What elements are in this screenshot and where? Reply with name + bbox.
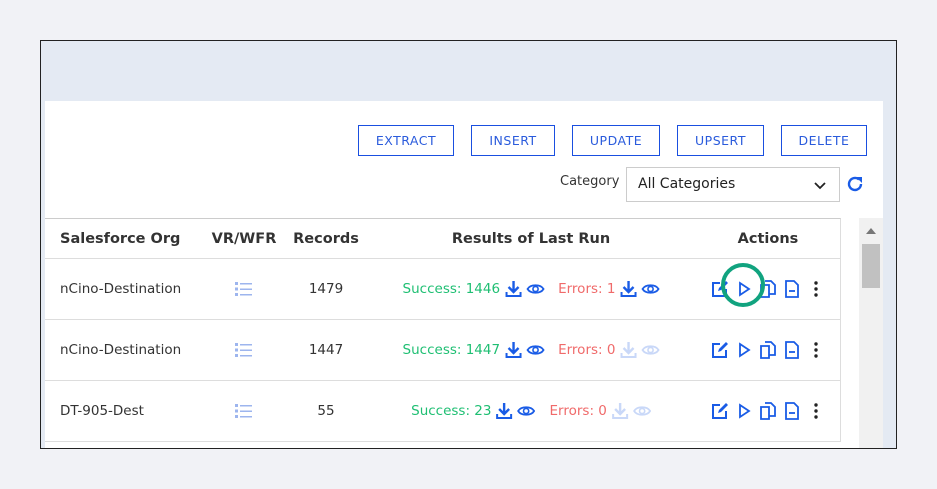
row-actions	[711, 341, 825, 359]
run-icon[interactable]	[735, 341, 753, 359]
download-errors-icon[interactable]	[619, 280, 637, 298]
extract-button[interactable]: EXTRACT	[358, 125, 454, 156]
org-name: nCino-Destination	[60, 281, 182, 297]
view-errors-icon[interactable]	[641, 280, 660, 298]
table-header: Salesforce Org VR/WFR Records Results of…	[45, 219, 840, 259]
success-count: Success: 23	[411, 403, 492, 419]
table-row: DT-905-Dest 55 Success: 23 Errors: 0	[45, 381, 840, 442]
category-label: Category	[560, 174, 620, 189]
records-count: 1479	[308, 281, 344, 297]
document-icon[interactable]	[783, 280, 801, 298]
more-icon[interactable]	[807, 402, 825, 420]
update-button[interactable]: UPDATE	[572, 125, 660, 156]
category-value: All Categories	[638, 176, 736, 192]
jobs-table: Salesforce Org VR/WFR Records Results of…	[45, 218, 841, 442]
download-errors-icon[interactable]	[619, 341, 637, 359]
insert-button[interactable]: INSERT	[471, 125, 555, 156]
download-success-icon[interactable]	[496, 402, 514, 420]
header-actions: Actions	[737, 230, 799, 247]
operation-toolbar: EXTRACT INSERT UPDATE UPSERT DELETE	[358, 125, 867, 156]
results: Success: 1446 Errors: 1	[403, 280, 660, 298]
table-row: nCino-Destination 1447 Success: 1447 Err…	[45, 320, 840, 381]
header-org: Salesforce Org	[60, 230, 181, 247]
vertical-scrollbar[interactable]	[859, 218, 883, 448]
success-count: Success: 1447	[402, 342, 501, 358]
download-errors-icon[interactable]	[611, 402, 629, 420]
header-vrwfr: VR/WFR	[211, 230, 277, 247]
success-count: Success: 1446	[402, 281, 501, 297]
copy-icon[interactable]	[759, 341, 777, 359]
view-success-icon[interactable]	[517, 402, 536, 420]
download-success-icon[interactable]	[504, 341, 522, 359]
download-success-icon[interactable]	[504, 280, 522, 298]
run-icon[interactable]	[735, 402, 753, 420]
errors-count: Errors: 0	[549, 403, 607, 419]
list-icon[interactable]	[235, 342, 253, 358]
results: Success: 23 Errors: 0	[411, 402, 651, 420]
scroll-up-arrow[interactable]	[866, 228, 876, 234]
edit-icon[interactable]	[711, 402, 729, 420]
results: Success: 1447 Errors: 0	[403, 341, 660, 359]
view-errors-icon[interactable]	[632, 402, 651, 420]
header-records: Records	[293, 230, 359, 247]
errors-count: Errors: 0	[558, 342, 616, 358]
view-success-icon[interactable]	[526, 341, 545, 359]
list-icon[interactable]	[235, 403, 253, 419]
edit-icon[interactable]	[711, 341, 729, 359]
refresh-icon[interactable]	[845, 174, 865, 194]
view-errors-icon[interactable]	[641, 341, 660, 359]
copy-icon[interactable]	[759, 402, 777, 420]
view-success-icon[interactable]	[526, 280, 545, 298]
document-icon[interactable]	[783, 402, 801, 420]
list-icon[interactable]	[235, 281, 253, 297]
records-count: 1447	[308, 342, 344, 358]
scrollbar-thumb[interactable]	[862, 244, 880, 288]
org-name: nCino-Destination	[60, 342, 182, 358]
errors-count: Errors: 1	[558, 281, 616, 297]
app-window: EXTRACT INSERT UPDATE UPSERT DELETE Cate…	[40, 40, 897, 449]
upsert-button[interactable]: UPSERT	[677, 125, 764, 156]
row-actions	[711, 402, 825, 420]
table-row: nCino-Destination 1479 Success: 1446 Err…	[45, 259, 840, 320]
more-icon[interactable]	[807, 341, 825, 359]
more-icon[interactable]	[807, 280, 825, 298]
document-icon[interactable]	[783, 341, 801, 359]
records-count: 55	[317, 403, 335, 419]
chevron-down-icon	[814, 182, 826, 190]
header-results: Results of Last Run	[451, 230, 611, 247]
highlight-circle	[721, 263, 765, 307]
org-name: DT-905-Dest	[60, 403, 144, 419]
delete-button[interactable]: DELETE	[781, 125, 867, 156]
category-select[interactable]: All Categories	[626, 167, 840, 202]
